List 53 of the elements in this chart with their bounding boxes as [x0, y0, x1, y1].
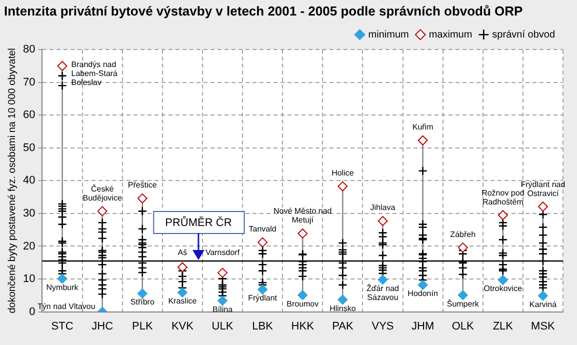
x-tick-label: STC — [51, 320, 74, 332]
chart-title: Intenzita privátní bytové výstavby v letech 2001 - 2005 podle správních obvodů ORP — [4, 3, 524, 18]
x-tick-label: MSK — [531, 320, 556, 332]
x-tick-label: JHM — [411, 320, 434, 332]
annotation: Otrokovice — [484, 284, 523, 294]
annotation: Varnsdorf — [205, 248, 240, 258]
x-tick-label: PAK — [332, 320, 354, 332]
annotation: Přeštice — [128, 180, 158, 190]
legend-label: správní obvod — [492, 29, 556, 40]
annotation: Frýdlant — [248, 294, 278, 303]
x-tick-label: KVK — [171, 320, 194, 332]
annotation: Zábřeh — [450, 230, 476, 239]
y-tick-label: 80 — [22, 44, 36, 56]
x-tick-label: VYS — [372, 320, 394, 332]
y-tick-label: 70 — [22, 76, 36, 88]
y-tick-label: 20 — [22, 240, 36, 252]
x-tick-label: ULK — [212, 320, 234, 332]
annotation: Holice — [332, 168, 354, 178]
annotation: Nymburk — [46, 282, 80, 292]
annotation: Žďár nad Sázavou — [366, 284, 399, 302]
y-tick-label: 60 — [22, 109, 36, 122]
annotation: Stříbro — [130, 298, 155, 307]
annotation: Hlinsko — [330, 304, 356, 313]
x-tick-label: LBK — [252, 320, 274, 332]
y-tick-label: 0 — [29, 306, 36, 318]
y-tick-label: 50 — [22, 142, 36, 154]
x-tick-label: OLK — [452, 320, 475, 332]
annotation: Šumperk — [446, 299, 480, 308]
annotation: České Budějovice — [82, 184, 122, 202]
annotation: Karviná — [529, 300, 558, 309]
annotation: Hodonín — [408, 289, 438, 298]
ref-line-label: PRŮMĚR ČR — [165, 216, 232, 230]
x-tick-label: JHC — [92, 320, 114, 332]
annotation: Kuřim — [412, 122, 434, 132]
y-tick-label: 40 — [22, 174, 36, 187]
annotation: Tanvald — [248, 224, 276, 234]
y-tick-label: 10 — [22, 273, 36, 286]
x-tick-label: HKK — [291, 320, 315, 332]
annotation: Jihlava — [370, 203, 396, 212]
y-tick-label: 30 — [22, 208, 36, 220]
annotation: Bílina — [212, 304, 234, 314]
annotation: Aš — [178, 248, 188, 258]
legend-label: minimum — [368, 29, 409, 40]
legend-label: maximum — [428, 29, 472, 40]
annotation: Týn nad Vltavou — [38, 302, 96, 312]
x-tick-label: ZLK — [492, 320, 514, 332]
annotation: Rožnov pod Radhoštěm — [482, 188, 524, 206]
annotation: Brandýs nad Labem-Stará Boleslav — [71, 60, 118, 88]
annotation: Broumov — [286, 299, 319, 308]
y-axis-title: dokončené byty postavené fyz. osobami na 10 000 obyvatel — [6, 48, 18, 314]
annotation: Kraslice — [168, 296, 198, 306]
x-tick-label: PLK — [132, 320, 154, 332]
annotation: Nové Město nad Metují — [273, 206, 332, 225]
